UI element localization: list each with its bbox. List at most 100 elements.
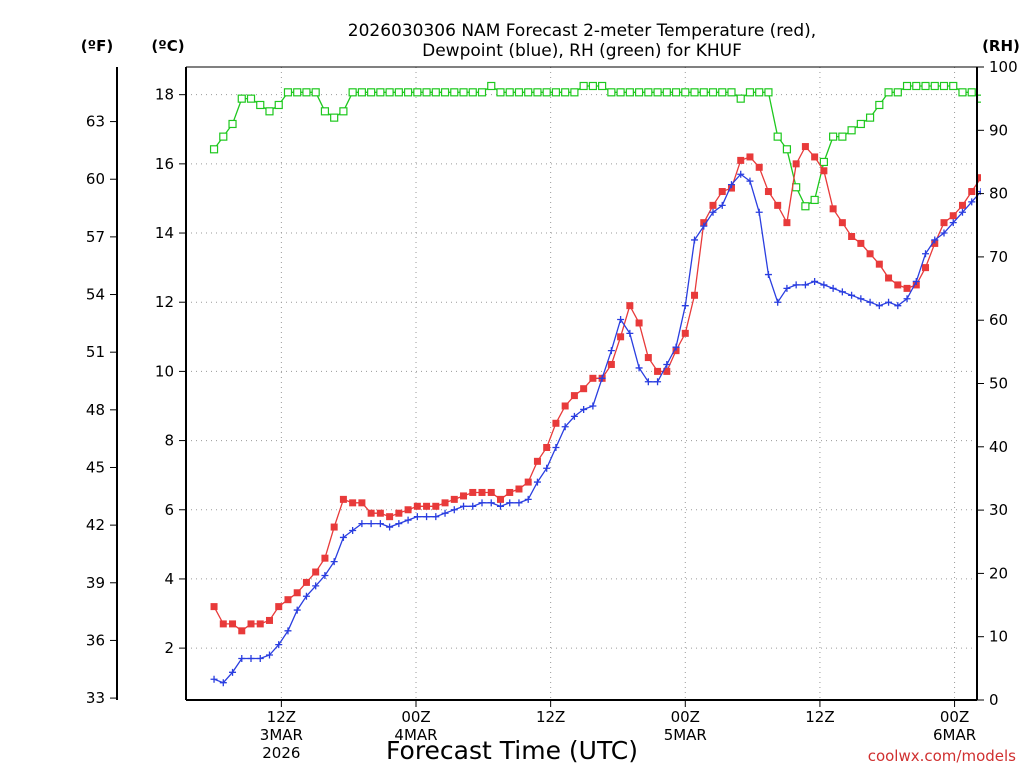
dewpoint-point [681,302,689,310]
dewpoint-point [413,513,421,521]
celsius-tick-label: 16 [155,155,174,173]
temperature-point [903,284,911,292]
dewpoint-point [229,668,237,676]
temperature-point [894,281,902,289]
rh-point [274,100,283,110]
series-temperature [210,98,1003,635]
temperature-point [820,167,828,175]
dewpoint-point [987,178,994,185]
dewpoint-point [238,654,246,662]
temperature-point [589,374,597,382]
temperature-point [968,188,976,196]
rh-point [838,132,847,141]
dewpoint-point [811,277,819,285]
rh-point [829,132,838,141]
rh-tick-label: 10 [989,628,1008,646]
dewpoint-point [968,198,976,206]
dewpoint-point [441,509,449,517]
dewpoint-point [321,571,329,579]
rh-point [533,88,542,97]
rh-point [320,107,330,116]
temperature-point [848,232,856,240]
rh-tick-label: 100 [989,58,1018,76]
dewpoint-point [561,423,569,431]
temperature-point [691,291,699,299]
rh-point [431,88,440,97]
temperature-point [885,274,893,282]
dewpoint-point [552,443,560,451]
fahrenheit-tick-label: 33 [86,689,105,707]
rh-point [403,88,413,97]
temperature-point [996,98,1003,105]
temperature-point [312,568,320,576]
dewpoint-point [912,277,920,285]
temperature-point [580,385,588,393]
rh-point [367,88,376,97]
dewpoint-point [691,236,699,244]
celsius-tick-label: 14 [155,224,174,242]
dewpoint-point [570,412,578,420]
rh-tick-label: 70 [989,248,1008,266]
fahrenheit-tick-label: 36 [86,631,105,649]
fahrenheit-tick-label: 57 [86,228,105,246]
temperature-point [783,219,791,227]
dewpoint-point [275,641,283,649]
dewpoint-point [598,374,606,382]
dewpoint-point [219,679,227,687]
temperature-point [358,499,366,507]
dewpoint-point [922,250,930,258]
temperature-point [811,153,819,161]
temperature-point [238,627,246,635]
rh-tick-label: 30 [989,501,1008,519]
rh-point [450,88,459,97]
temperature-point [654,367,662,375]
rh-point [246,94,256,103]
x-tick-label: 2026 [262,744,300,762]
dewpoint-point [746,177,754,185]
dewpoint-point [524,495,532,503]
rh-point [865,113,875,122]
temperature-point [229,620,237,628]
temperature-point [857,239,865,247]
rh-point [810,195,819,205]
dewpoint-point [265,651,273,659]
celsius-tick-label: 6 [164,501,174,519]
x-tick-label: 3MAR [260,726,303,744]
rh-point [699,88,708,97]
rh-point [902,81,912,91]
rh-point [912,81,921,91]
rh-point [579,81,588,91]
temperature-point [302,578,310,586]
rh-point [468,88,477,97]
temperature-point [829,205,837,213]
temperature-point [663,367,671,375]
temperature-point [339,495,347,503]
temperature-point [432,502,440,510]
rh-point [219,132,228,141]
dewpoint-point [339,533,347,541]
fahrenheit-tick-label: 39 [86,574,105,592]
dewpoint-point [358,520,366,528]
rh-point [330,113,339,122]
dewpoint-point [432,513,440,521]
rh-point [237,94,246,103]
temperature-point [423,502,431,510]
rh-point [884,88,893,97]
dewpoint-point [460,502,468,510]
temperature-point [607,360,615,368]
temperature-point [210,603,218,611]
rh-point [893,88,902,97]
dewpoint-point [820,281,828,289]
temperature-point [247,620,255,628]
temperature-point [275,603,283,611]
rh-point [376,88,385,97]
rh-point [755,88,764,97]
dewpoint-point [487,499,495,507]
dewpoint-point [284,627,292,635]
fahrenheit-tick-label: 45 [86,458,105,476]
x-tick-label: 00Z [401,708,430,726]
x-tick-label: 12Z [536,708,565,726]
dewpoint-point [838,288,846,296]
rh-point [487,81,496,91]
